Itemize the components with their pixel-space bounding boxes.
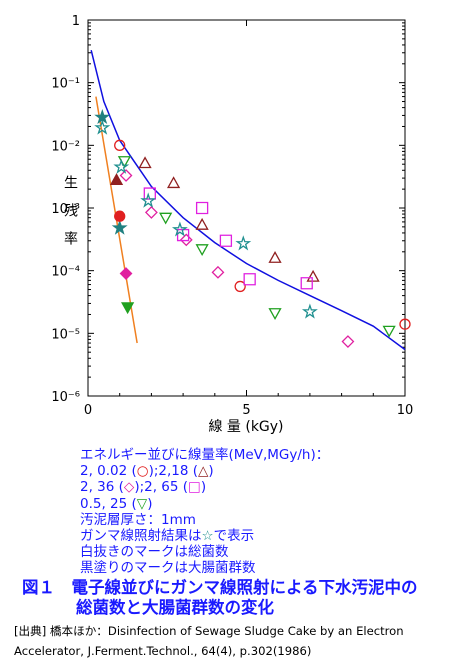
point	[159, 212, 173, 225]
note-text: で表示	[213, 528, 255, 545]
caption: 図１ 電子線並びにガンマ線照射による下水汚泥中の 総菌数と大腸菌群数の変化	[22, 578, 418, 618]
note-line: 2, 0.02 (○);2,18 (△)	[80, 463, 329, 479]
point	[171, 221, 188, 237]
y-tick-label: 10⁻³	[51, 202, 80, 217]
note-line: 2, 36 (◇);2, 65 (□)	[80, 479, 329, 495]
note-line: ガンマ線照射結果は☆で表示	[80, 528, 329, 544]
x-axis-label: 線 量 (kGy)	[208, 419, 283, 435]
point	[195, 244, 209, 257]
note-symbol: □	[188, 479, 201, 496]
y-tick-label: 10⁻⁴	[51, 265, 80, 280]
point	[140, 192, 157, 208]
point	[121, 302, 135, 315]
point	[114, 210, 126, 222]
note-symbol: ▽	[136, 495, 148, 512]
fit-line	[90, 49, 406, 351]
point	[234, 280, 246, 293]
note-text: )	[147, 495, 153, 512]
y-tick-label: 10⁻⁶	[51, 390, 80, 405]
note-text: エネルギー並びに線量率(MeV,MGy/h)：	[80, 447, 330, 463]
point	[306, 269, 320, 282]
note-symbol: ☆	[201, 528, 214, 545]
point	[195, 201, 209, 215]
source: [出典] 橋本ほか：Disinfection of Sewage Sludge …	[14, 621, 404, 661]
note-text: 2, 36 (	[80, 479, 124, 496]
note-text: )	[200, 479, 207, 496]
point	[300, 277, 313, 290]
point	[219, 234, 233, 247]
point	[119, 169, 133, 182]
point	[211, 265, 225, 279]
y-tick-label: 10⁻⁵	[51, 327, 80, 342]
note-text: 2, 0.02 (	[80, 463, 137, 480]
x-tick-label: 5	[242, 403, 250, 418]
note-line: 0.5, 25 (▽)	[80, 496, 329, 512]
point	[268, 251, 282, 263]
note-symbol: ○	[136, 463, 149, 480]
point	[138, 156, 152, 169]
y-tick-label: 10⁻²	[51, 139, 80, 154]
point	[399, 318, 411, 330]
note-symbol: ◇	[123, 479, 135, 496]
point	[176, 228, 190, 242]
note-text: 白抜きのマークは総菌数	[80, 544, 229, 561]
note-text: 0.5, 25 (	[80, 495, 137, 512]
y-axis-label: 生残率	[62, 175, 78, 259]
point	[301, 303, 318, 319]
point	[166, 176, 181, 189]
point	[235, 235, 252, 251]
point	[109, 173, 124, 186]
point	[268, 308, 282, 320]
point	[243, 273, 256, 286]
point	[382, 325, 396, 338]
note-text: );2, 65 (	[134, 479, 189, 496]
point	[94, 119, 111, 135]
y-tick-label: 10⁻¹	[51, 77, 80, 92]
point	[144, 206, 158, 219]
note-text: )	[208, 463, 214, 480]
note-text: );2,18 (	[148, 463, 199, 480]
point	[113, 158, 130, 174]
plot-frame	[87, 19, 406, 397]
caption-line: 図１ 電子線並びにガンマ線照射による下水汚泥中の	[22, 578, 418, 597]
note-text: ガンマ線照射結果は	[80, 528, 202, 545]
note-line: 黒塗りのマークは大腸菌群数	[80, 560, 329, 576]
point	[143, 187, 156, 200]
chart: 生残率 線 量 (kGy) 1 10⁻¹ 10⁻² 10⁻³ 10⁻⁴ 10⁻⁵ 10⁻⁶ 0…	[51, 14, 414, 435]
source-line: [出典] 橋本ほか：Disinfection of Sewage Sludge …	[14, 624, 404, 638]
note-symbol: △	[198, 463, 209, 480]
point	[111, 219, 128, 235]
note-line: エネルギー並びに線量率(MeV,MGy/h)：	[80, 447, 329, 463]
point	[94, 108, 111, 125]
point	[114, 139, 126, 151]
source-line: Accelerator, J.Ferment.Technol., 64(4), …	[14, 644, 312, 658]
note-text: 黒塗りのマークは大腸菌群数	[80, 560, 256, 577]
note-text: 汚泥層厚さ：1mm	[80, 511, 196, 528]
note-line: 白抜きのマークは総菌数	[80, 544, 329, 560]
note-line: 汚泥層厚さ：1mm	[80, 512, 329, 528]
point	[195, 217, 209, 230]
notes: エネルギー並びに線量率(MeV,MGy/h)： 2, 0.02 (○);2,18 …	[80, 447, 329, 577]
point	[179, 233, 193, 247]
x-tick-label: 0	[84, 403, 92, 418]
caption-line: 総菌数と大腸菌群数の変化	[76, 598, 274, 617]
point	[341, 335, 355, 348]
point	[119, 267, 133, 280]
y-tick-label: 1	[72, 14, 80, 29]
x-tick-label: 10	[397, 403, 414, 418]
